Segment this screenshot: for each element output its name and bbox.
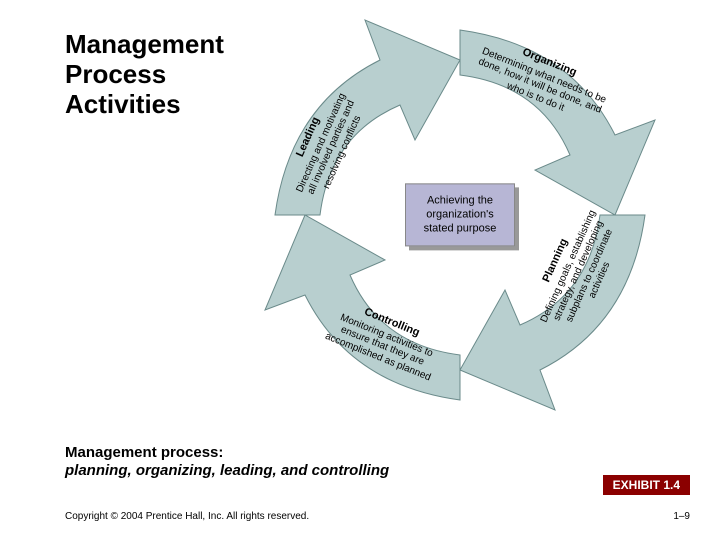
exhibit-badge: EXHIBIT 1.4 [603, 475, 690, 495]
process-summary: Management process: planning, organizing… [65, 444, 389, 480]
page-title: ManagementProcessActivities [65, 30, 224, 120]
center-purpose-box: Achieving the organization's stated purp… [405, 183, 515, 246]
copyright-text: Copyright © 2004 Prentice Hall, Inc. All… [65, 511, 309, 522]
page-number: 1–9 [673, 511, 690, 522]
cycle-diagram: Achieving the organization's stated purp… [260, 15, 660, 415]
